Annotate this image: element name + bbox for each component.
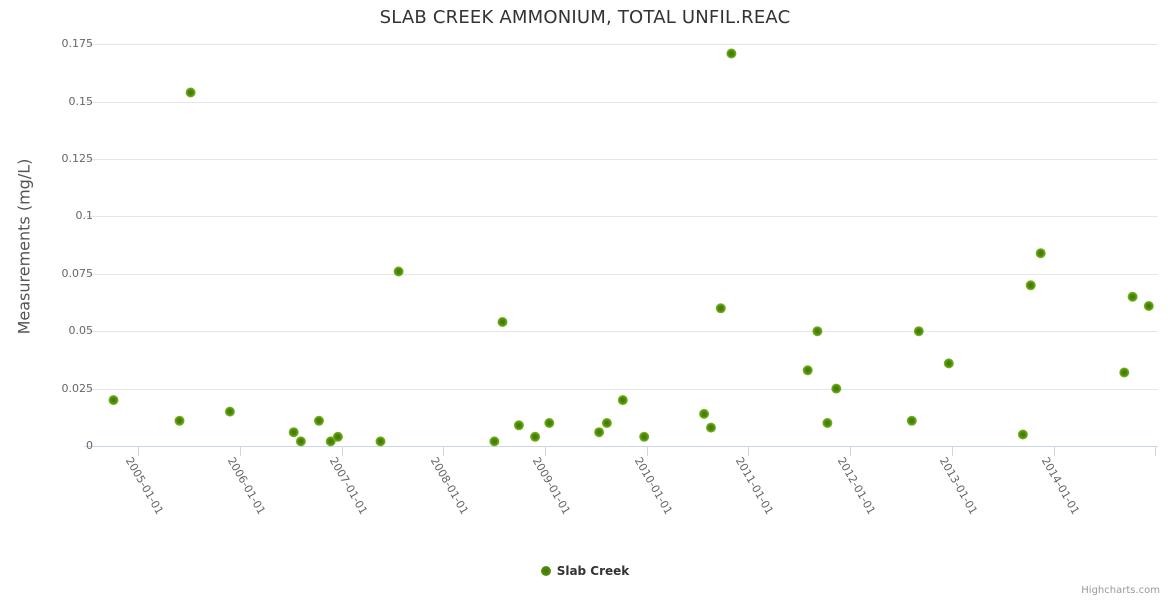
data-point[interactable] (715, 303, 726, 314)
highcharts-credits-link[interactable]: Highcharts.com (1081, 585, 1160, 596)
data-point[interactable] (906, 415, 917, 426)
data-point[interactable] (1127, 291, 1138, 302)
chart-title: SLAB CREEK AMMONIUM, TOTAL UNFIL.REAC (379, 7, 791, 28)
y-tick-label: 0.1 (75, 209, 94, 223)
data-point[interactable] (497, 317, 508, 327)
data-point[interactable] (1035, 248, 1046, 259)
data-point[interactable] (544, 418, 555, 428)
data-point[interactable] (332, 431, 343, 442)
data-point[interactable] (174, 415, 185, 426)
data-point[interactable] (393, 266, 404, 277)
data-point[interactable] (325, 436, 336, 447)
data-point[interactable] (224, 406, 235, 417)
legend-label: Slab Creek (556, 564, 630, 578)
data-point[interactable] (288, 427, 299, 438)
data-point[interactable] (1119, 367, 1130, 378)
data-point[interactable] (601, 418, 612, 428)
y-tick-label: 0.15 (68, 94, 94, 108)
legend-marker-icon (540, 566, 551, 576)
data-point[interactable] (699, 408, 710, 419)
data-point[interactable] (375, 436, 386, 447)
data-point[interactable] (913, 326, 924, 337)
y-tick-label: 0.025 (61, 381, 94, 395)
data-point[interactable] (295, 436, 306, 447)
data-point[interactable] (943, 358, 954, 369)
data-point[interactable] (1025, 280, 1036, 291)
y-tick-label: 0.05 (68, 324, 94, 338)
data-point[interactable] (831, 383, 842, 394)
data-point[interactable] (822, 418, 833, 428)
data-point[interactable] (108, 395, 119, 406)
data-point[interactable] (812, 326, 823, 337)
y-tick-label: 0.075 (61, 266, 94, 280)
data-point[interactable] (802, 365, 813, 376)
data-point[interactable] (1017, 429, 1028, 440)
y-tick-label: 0.125 (61, 152, 94, 166)
data-point[interactable] (185, 87, 196, 98)
data-point[interactable] (617, 395, 628, 406)
data-point[interactable] (314, 415, 324, 426)
legend-item-slab-creek[interactable]: Slab Creek (0, 563, 1170, 579)
data-point[interactable] (530, 431, 541, 442)
data-point[interactable] (1143, 301, 1154, 311)
data-point[interactable] (726, 48, 737, 59)
data-point[interactable] (706, 422, 716, 433)
y-tick-label: 0 (86, 439, 93, 452)
data-point[interactable] (513, 420, 524, 431)
data-point[interactable] (594, 427, 605, 438)
data-point[interactable] (489, 436, 500, 447)
y-tick-label: 0.175 (61, 37, 94, 51)
data-point[interactable] (639, 431, 650, 442)
